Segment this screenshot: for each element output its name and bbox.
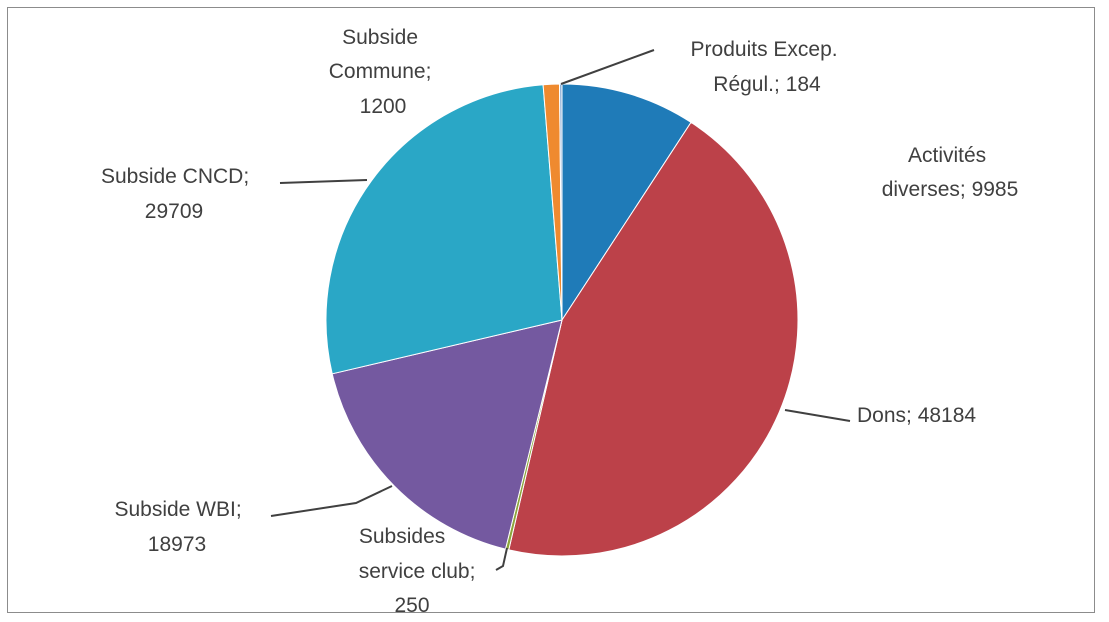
data-label-subside-cncd: Subside CNCD; 29709 [101,165,255,223]
data-label-activites-diverses: Activités diverses; 9985 [882,144,1019,201]
leader-line-subside-cncd [279,179,368,184]
data-label-subside-commune: Subside Commune; 1200 [329,26,438,118]
leader-lines [270,49,851,571]
leader-line-subsides-service-club [495,547,508,571]
leader-line-produits-excep [560,49,655,85]
leader-line-dons [784,409,851,422]
pie-slice-subside-cncd [325,84,563,375]
pie-slice-subside-wbi [331,319,563,550]
data-label-subside-wbi: Subside WBI; 18973 [114,498,247,556]
pie-slice-dons [508,121,799,557]
pie-slices [325,83,799,557]
data-label-produits-excep-regul: Produits Excep. Régul.; 184 [691,38,844,96]
data-label-dons: Dons; 48184 [857,404,976,427]
pie-slice-activites-diverses [561,83,692,322]
leader-line-subside-wbi [270,485,393,517]
data-label-subsides-service-club: Subsides service club; 250 [359,525,482,617]
